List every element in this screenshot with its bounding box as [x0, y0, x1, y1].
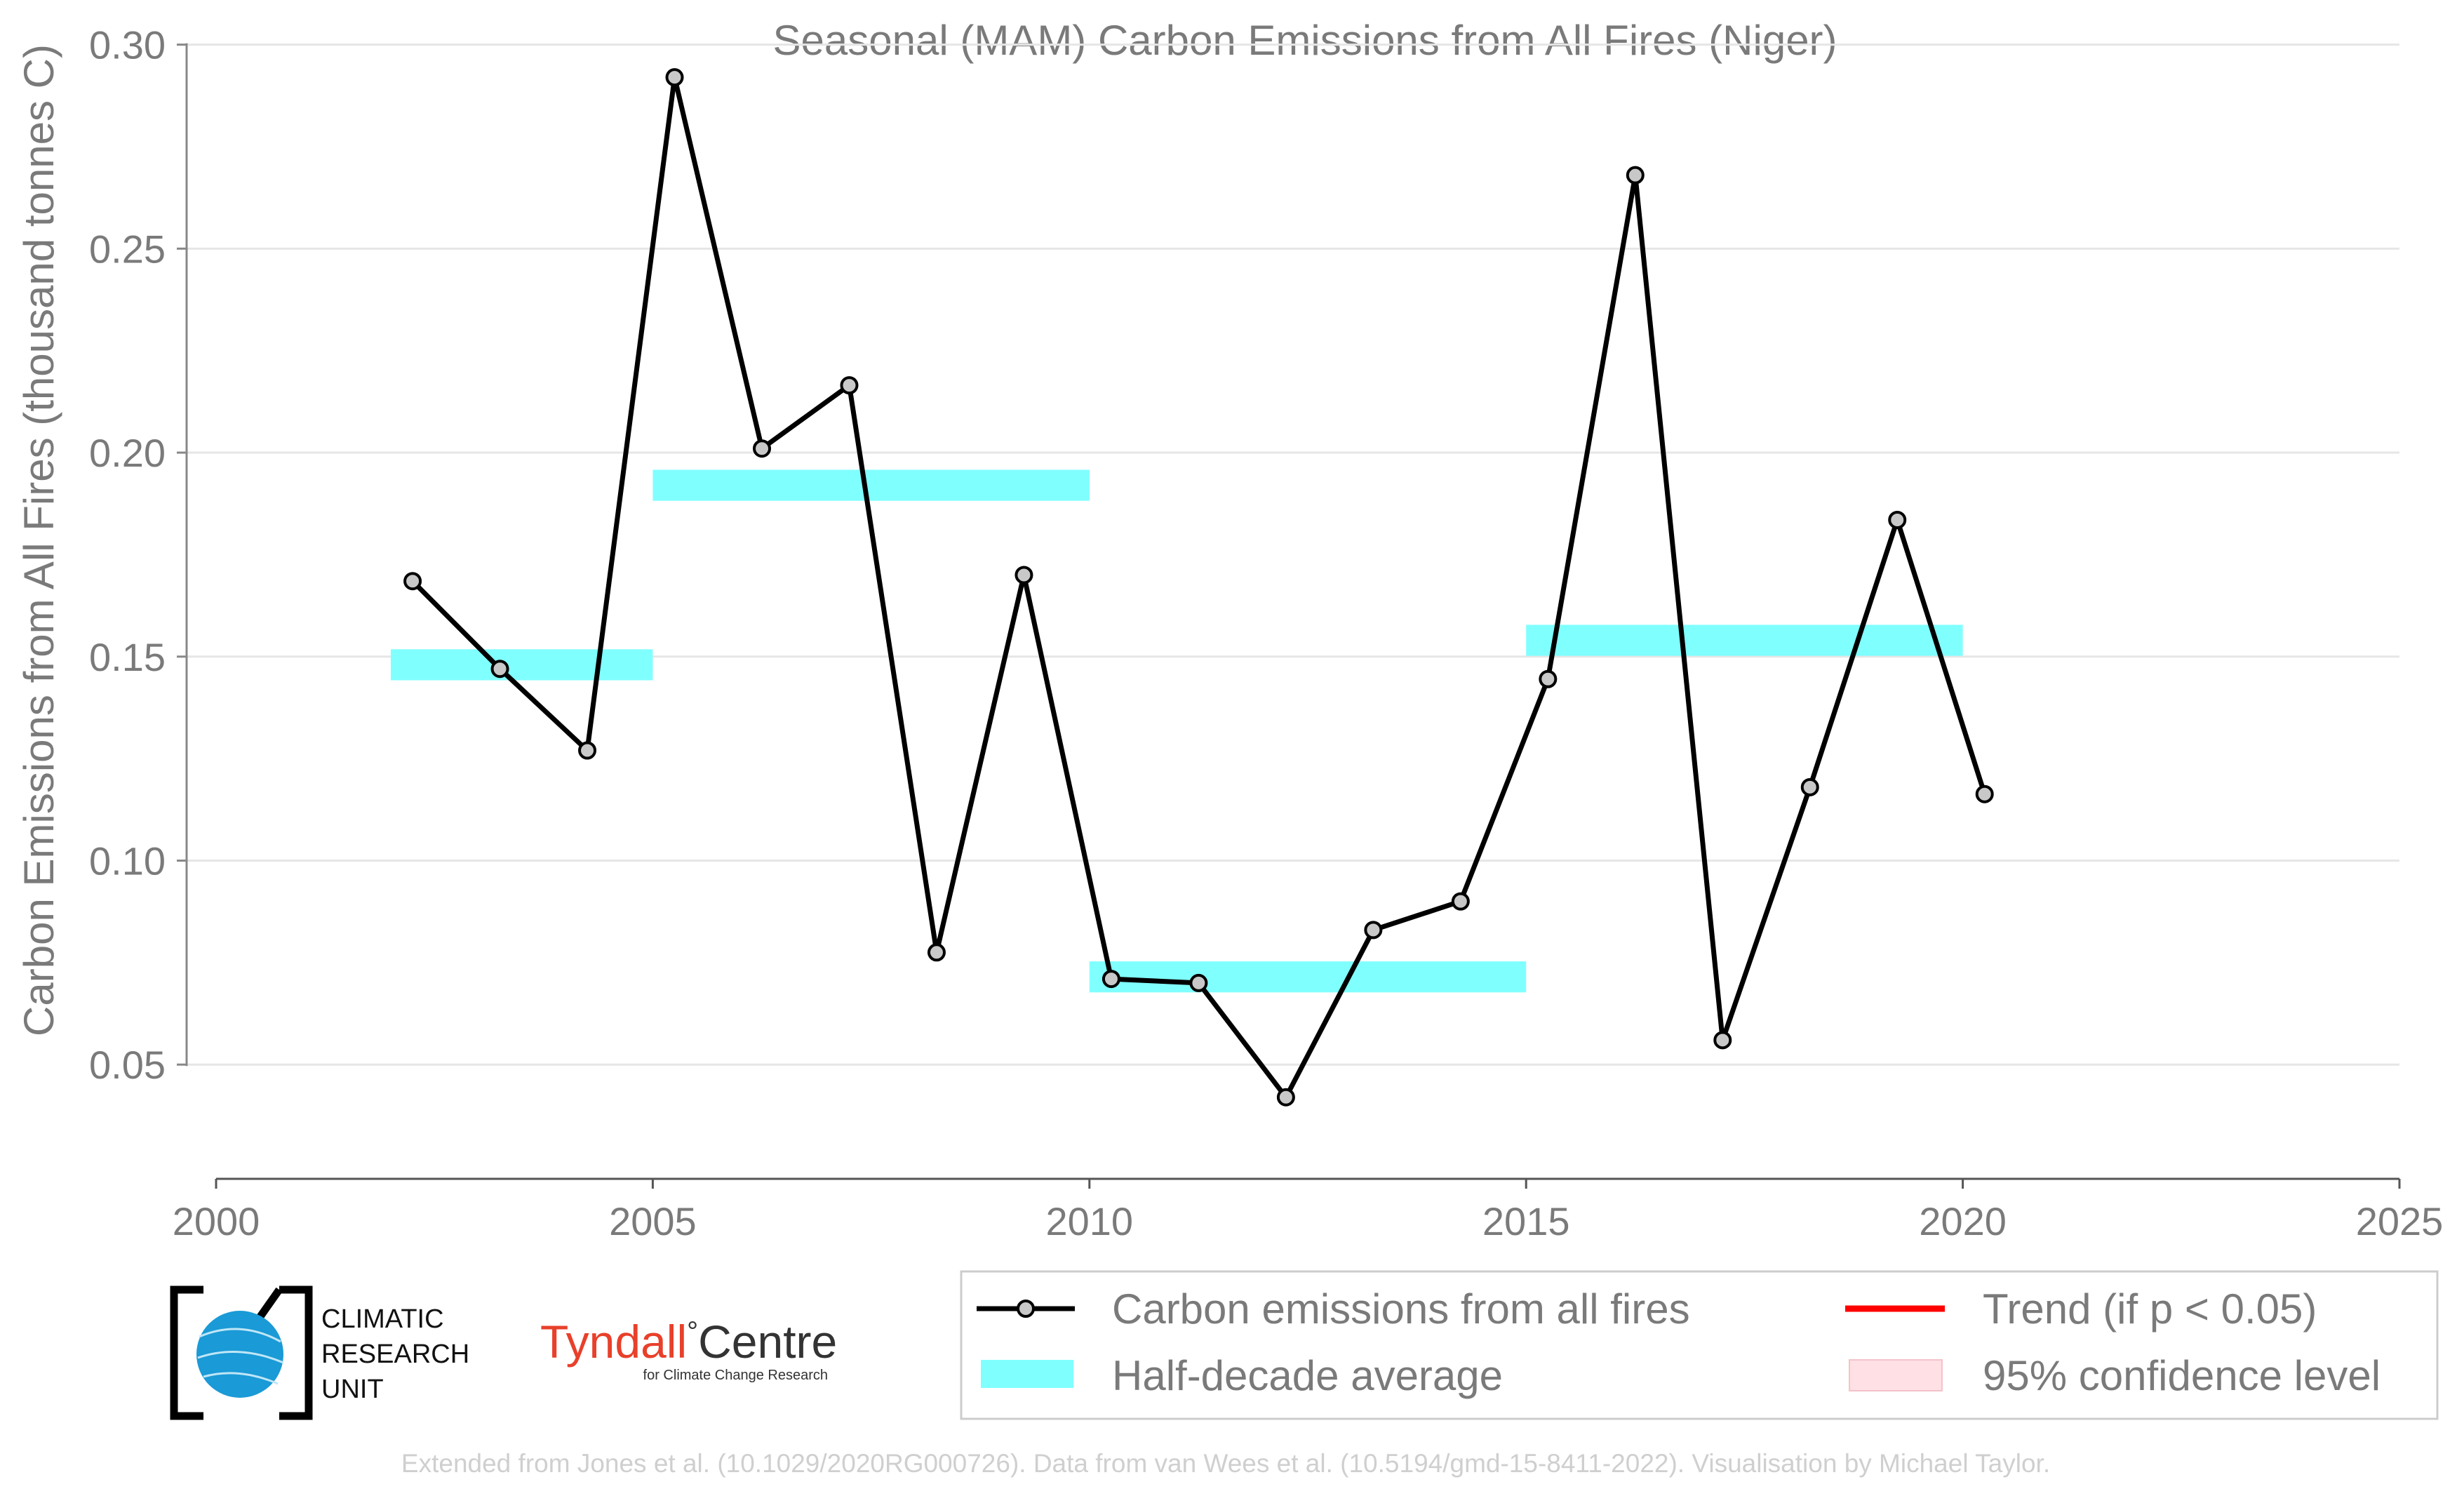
axes: 0.05 0.10 0.15 0.20 0.25 0.30 2000 2005 2010 2015…: [89, 23, 2443, 1243]
y-tick-label: 0.20: [89, 431, 166, 475]
tyndall-name: Tyndall: [540, 1316, 687, 1368]
y-tick-label: 0.30: [89, 23, 166, 67]
half-decade-average-bars: [390, 469, 1963, 993]
x-tick-label: 2015: [1482, 1199, 1570, 1243]
emissions-series: [403, 68, 1994, 1107]
x-tick-label: 2005: [609, 1199, 697, 1243]
cru-line-1: CLIMATIC: [321, 1304, 444, 1334]
data-point: [1364, 921, 1383, 940]
legend-label-average: Half-decade average: [1112, 1352, 1503, 1399]
x-tick-label: 2025: [2356, 1199, 2444, 1243]
cru-bracket-right: [279, 1285, 313, 1420]
legend: Carbon emissions from all fires Trend (i…: [960, 1270, 2439, 1420]
legend-label-trend: Trend (if p < 0.05): [1983, 1285, 2317, 1333]
data-point: [1276, 1088, 1295, 1107]
legend-average-swatch: [981, 1360, 1073, 1388]
legend-series-marker-swatch: [1017, 1300, 1035, 1318]
data-point: [753, 439, 771, 458]
half-decade-bar: [390, 649, 653, 681]
data-point: [1189, 973, 1208, 992]
data-point: [1539, 669, 1558, 688]
legend-label-confidence: 95% confidence level: [1983, 1352, 2381, 1399]
half-decade-bar: [1089, 961, 1527, 993]
tyndall-centre: Centre: [698, 1316, 837, 1368]
legend-label-emissions: Carbon emissions from all fires: [1112, 1285, 1690, 1333]
x-tick-label: 2000: [173, 1199, 260, 1243]
data-point: [490, 660, 509, 679]
y-tick-label: 0.10: [89, 839, 166, 883]
tyndall-degree: °: [687, 1316, 698, 1347]
data-point: [1713, 1031, 1732, 1050]
data-point: [403, 572, 422, 591]
emissions-line: [410, 74, 1988, 1100]
y-tick-label: 0.25: [89, 227, 166, 271]
footer-credit: Extended from Jones et al. (10.1029/2020…: [401, 1449, 2050, 1478]
cru-line-2: RESEARCH: [321, 1340, 469, 1369]
data-point: [840, 376, 859, 395]
y-tick-label: 0.05: [89, 1043, 166, 1087]
data-point: [927, 943, 946, 962]
data-point: [578, 741, 597, 760]
tyndall-logo: Tyndall°Centre for Climate Change Resear…: [540, 1316, 837, 1383]
data-point: [665, 68, 684, 87]
cru-bracket-left: [170, 1285, 203, 1420]
half-decade-bar: [1526, 625, 1963, 656]
y-axis-label: Carbon Emissions from All Fires (thousan…: [15, 44, 62, 1036]
tyndall-wordmark: Tyndall°Centre: [540, 1316, 837, 1368]
data-point: [1451, 892, 1470, 911]
x-tick-label: 2020: [1919, 1199, 2007, 1243]
cru-line-3: UNIT: [321, 1375, 384, 1404]
tyndall-subtitle: for Climate Change Research: [643, 1368, 828, 1383]
data-point: [1626, 166, 1645, 185]
cru-logo: CLIMATIC RESEARCH UNIT: [170, 1285, 469, 1420]
data-point: [1015, 566, 1033, 585]
legend-confidence-swatch: [1849, 1359, 1943, 1391]
y-tick-label: 0.15: [89, 635, 166, 679]
grid-lines: [187, 44, 2399, 1066]
legend-frame: [960, 1270, 2439, 1420]
data-point: [1975, 784, 1994, 803]
data-point: [1800, 777, 1819, 796]
half-decade-bar: [652, 469, 1090, 501]
data-point: [1888, 510, 1907, 529]
globe-lines: [197, 1328, 284, 1385]
data-point: [1102, 970, 1120, 989]
x-tick-label: 2010: [1046, 1199, 1134, 1243]
chart-title: Seasonal (MAM) Carbon Emissions from All…: [772, 17, 1837, 64]
